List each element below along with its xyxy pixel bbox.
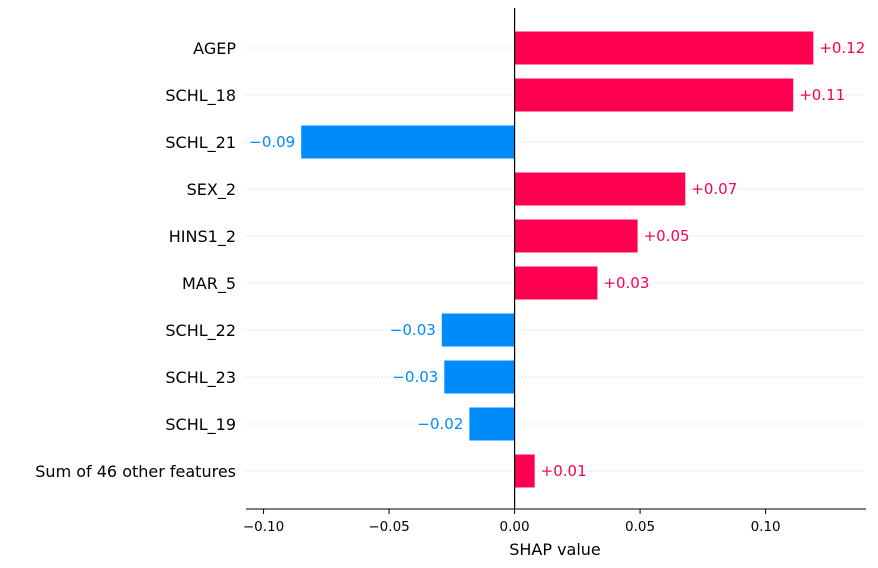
feature-label: HINS1_2 <box>169 227 236 247</box>
bar <box>301 125 515 159</box>
x-axis: −0.10 −0.05 0.00 0.05 0.10 <box>243 508 866 535</box>
x-axis-title: SHAP value <box>509 540 601 559</box>
bar <box>514 266 598 300</box>
bar-value-label: +0.03 <box>603 274 649 292</box>
feature-label: SCHL_19 <box>165 415 236 435</box>
x-tick-label: 0.05 <box>625 519 655 535</box>
bar <box>444 360 515 394</box>
value-labels: +0.12 +0.11 −0.09 +0.07 +0.05 +0.03 −0.03 −0.03… <box>249 39 865 480</box>
bar-value-label: −0.03 <box>392 368 438 386</box>
bar-value-label: +0.07 <box>691 180 737 198</box>
bars <box>301 31 814 488</box>
bar <box>514 219 638 253</box>
bar-value-label: +0.05 <box>644 227 690 245</box>
feature-label: SCHL_22 <box>165 321 236 341</box>
feature-label: SCHL_18 <box>165 86 236 106</box>
feature-label: AGEP <box>193 39 236 58</box>
bar <box>514 172 686 206</box>
feature-label: Sum of 46 other features <box>35 462 236 481</box>
feature-label: MAR_5 <box>182 274 236 294</box>
bar <box>469 407 515 441</box>
x-ticks: −0.10 −0.05 0.00 0.05 0.10 <box>243 509 781 535</box>
x-tick-label: 0.10 <box>751 519 781 535</box>
feature-label: SEX_2 <box>187 180 236 200</box>
x-tick-label: −0.05 <box>368 519 409 535</box>
bar <box>514 454 535 488</box>
bar-value-label: −0.09 <box>249 133 295 151</box>
feature-label: SCHL_23 <box>165 368 236 388</box>
bar-value-label: +0.12 <box>819 39 865 57</box>
bar-value-label: +0.11 <box>799 86 845 104</box>
x-tick-label: −0.10 <box>243 519 284 535</box>
bar-value-label: −0.02 <box>417 415 463 433</box>
feature-labels: AGEP SCHL_18 SCHL_21 SEX_2 HINS1_2 MAR_5 SCHL_… <box>35 39 236 481</box>
bar-value-label: +0.01 <box>541 462 587 480</box>
bar <box>441 313 515 347</box>
bar-value-label: −0.03 <box>390 321 436 339</box>
bar <box>514 31 814 65</box>
x-tick-label: 0.00 <box>500 519 530 535</box>
bar <box>514 78 794 112</box>
feature-label: SCHL_21 <box>165 133 236 153</box>
